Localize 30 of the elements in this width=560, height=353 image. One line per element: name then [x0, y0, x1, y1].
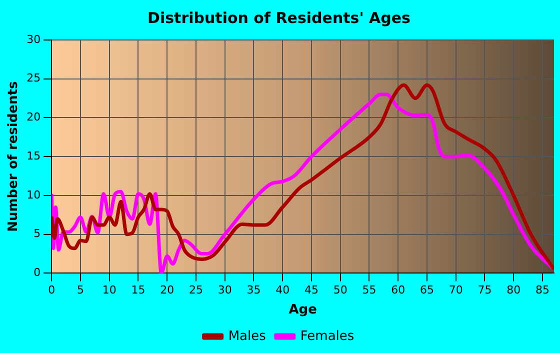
x-tick-label: 85 [535, 284, 550, 297]
x-tick-label: 65 [420, 284, 434, 297]
x-tick-label: 30 [218, 284, 232, 297]
y-tick-label: 25 [26, 72, 41, 85]
y-tick-label: 30 [26, 32, 41, 46]
x-axis-title: Age [288, 302, 318, 318]
x-tick-label: 55 [362, 284, 376, 297]
x-tick-label: 60 [391, 284, 406, 297]
x-tick-label: 40 [276, 284, 290, 297]
y-tick-label: 10 [26, 188, 41, 202]
x-tick-label: 80 [506, 284, 521, 297]
x-tick-label: 5 [76, 284, 84, 297]
x-tick-label: 25 [188, 284, 203, 297]
y-tick-label: 5 [34, 227, 41, 240]
y-tick-label: 15 [26, 149, 41, 162]
x-tick-label: 0 [48, 284, 56, 297]
legend-label: Males [228, 328, 266, 344]
y-tick-label: 20 [26, 110, 41, 124]
y-axis-title: Number of residents [6, 81, 22, 232]
x-tick-label: 15 [131, 284, 146, 297]
x-tick-label: 45 [304, 284, 318, 297]
x-tick-label: 10 [102, 284, 116, 297]
x-tick-label: 50 [333, 284, 348, 297]
x-tick-label: 70 [448, 284, 463, 297]
legend-label: Females [300, 328, 354, 344]
chart-title: Distribution of Residents' Ages [148, 8, 411, 27]
x-tick-label: 35 [246, 284, 261, 297]
y-tick-label: 0 [34, 266, 41, 280]
x-tick-label: 20 [160, 284, 174, 297]
x-tick-label: 75 [478, 284, 492, 297]
